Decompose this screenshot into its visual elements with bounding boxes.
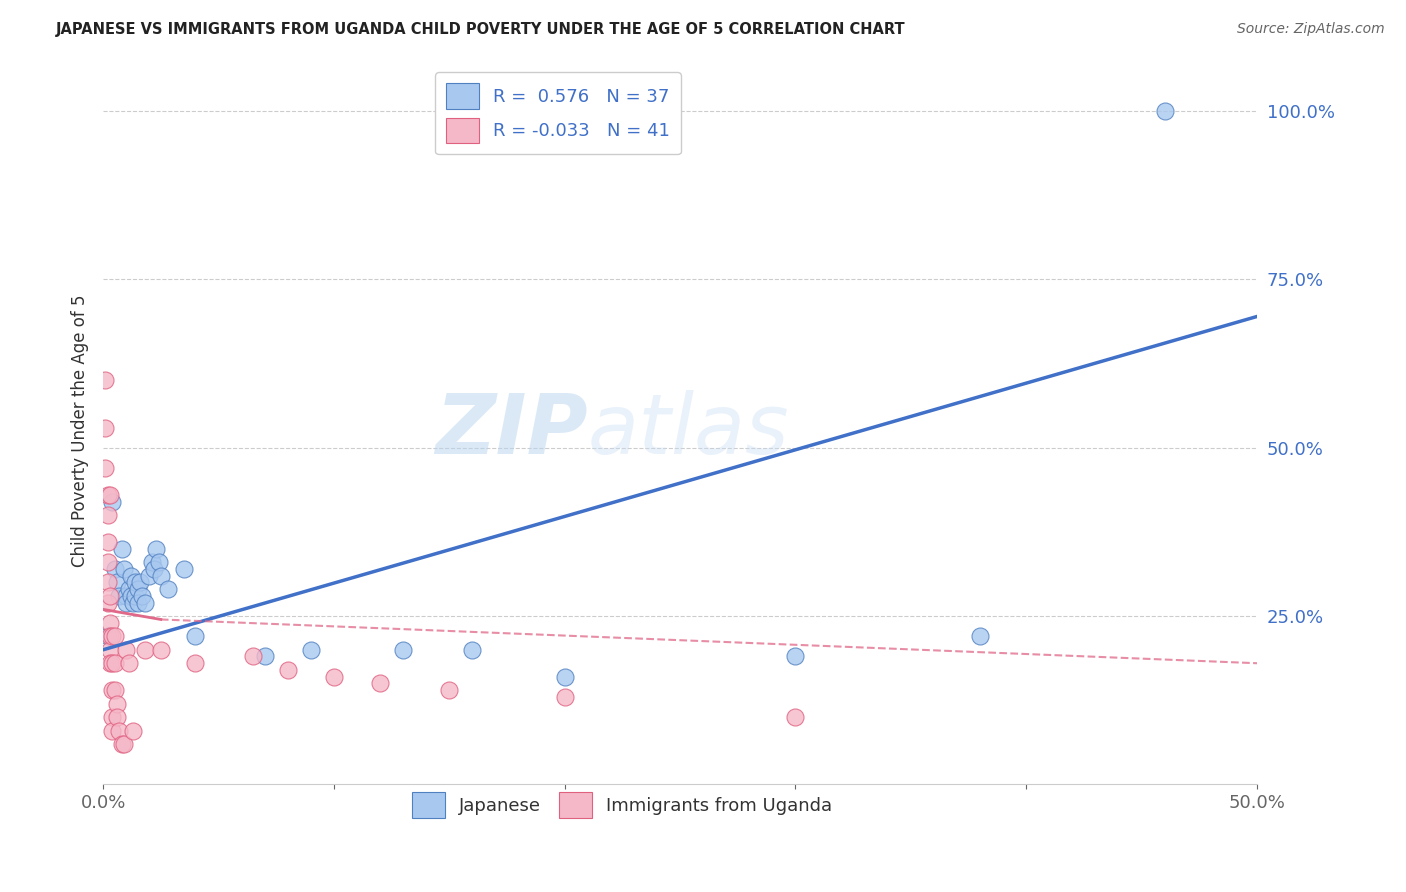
Point	[131, 589, 153, 603]
Point	[124, 575, 146, 590]
Point	[104, 657, 127, 671]
Point	[1153, 104, 1175, 119]
Point	[105, 697, 128, 711]
Point	[97, 596, 120, 610]
Point	[173, 562, 195, 576]
Text: atlas: atlas	[588, 391, 789, 472]
Point	[112, 562, 135, 576]
Point	[108, 723, 131, 738]
Point	[97, 508, 120, 522]
Y-axis label: Child Poverty Under the Age of 5: Child Poverty Under the Age of 5	[72, 294, 89, 567]
Point	[105, 710, 128, 724]
Legend: Japanese, Immigrants from Uganda: Japanese, Immigrants from Uganda	[405, 785, 839, 825]
Point	[134, 596, 156, 610]
Point	[134, 642, 156, 657]
Point	[98, 642, 121, 657]
Point	[117, 657, 139, 671]
Point	[969, 629, 991, 643]
Point	[94, 373, 117, 387]
Point	[141, 555, 163, 569]
Point	[142, 562, 165, 576]
Point	[101, 683, 124, 698]
Point	[98, 629, 121, 643]
Point	[104, 562, 127, 576]
Point	[98, 589, 121, 603]
Point	[115, 642, 138, 657]
Point	[242, 649, 264, 664]
Point	[368, 676, 391, 690]
Point	[101, 629, 124, 643]
Point	[101, 710, 124, 724]
Point	[138, 568, 160, 582]
Text: ZIP: ZIP	[434, 391, 588, 472]
Text: JAPANESE VS IMMIGRANTS FROM UGANDA CHILD POVERTY UNDER THE AGE OF 5 CORRELATION : JAPANESE VS IMMIGRANTS FROM UGANDA CHILD…	[56, 22, 905, 37]
Point	[104, 683, 127, 698]
Point	[184, 629, 207, 643]
Point	[145, 541, 167, 556]
Point	[97, 575, 120, 590]
Point	[127, 582, 149, 596]
Point	[277, 663, 299, 677]
Point	[127, 596, 149, 610]
Point	[299, 642, 322, 657]
Point	[98, 615, 121, 630]
Point	[101, 657, 124, 671]
Point	[554, 670, 576, 684]
Point	[94, 461, 117, 475]
Point	[322, 670, 344, 684]
Point	[98, 488, 121, 502]
Point	[97, 555, 120, 569]
Point	[101, 723, 124, 738]
Point	[148, 555, 170, 569]
Text: Source: ZipAtlas.com: Source: ZipAtlas.com	[1237, 22, 1385, 37]
Point	[461, 642, 484, 657]
Point	[122, 723, 145, 738]
Point	[129, 575, 152, 590]
Point	[253, 649, 276, 664]
Point	[108, 589, 131, 603]
Point	[156, 582, 179, 596]
Point	[115, 596, 138, 610]
Point	[392, 642, 415, 657]
Point	[112, 737, 135, 751]
Point	[184, 657, 207, 671]
Point	[101, 494, 124, 508]
Point	[97, 629, 120, 643]
Point	[105, 575, 128, 590]
Point	[94, 420, 117, 434]
Point	[149, 568, 172, 582]
Point	[785, 710, 807, 724]
Point	[104, 629, 127, 643]
Point	[149, 642, 172, 657]
Point	[97, 535, 120, 549]
Point	[554, 690, 576, 704]
Point	[115, 589, 138, 603]
Point	[97, 488, 120, 502]
Point	[122, 596, 145, 610]
Point	[98, 657, 121, 671]
Point	[117, 582, 139, 596]
Point	[110, 541, 132, 556]
Point	[439, 683, 461, 698]
Point	[124, 589, 146, 603]
Point	[785, 649, 807, 664]
Point	[110, 737, 132, 751]
Point	[120, 589, 142, 603]
Point	[120, 568, 142, 582]
